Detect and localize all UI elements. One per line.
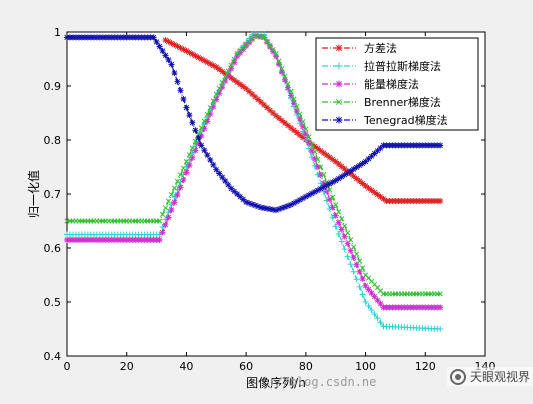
legend-item: Tenegrad梯度法 <box>322 113 448 127</box>
x-tick-label: 40 <box>179 360 193 373</box>
x-tick-label: 80 <box>299 360 313 373</box>
x-tick-label: 120 <box>415 360 436 373</box>
y-tick-label: 0.5 <box>44 296 62 309</box>
x-tick-label: 100 <box>355 360 376 373</box>
x-tick-label: 20 <box>120 360 134 373</box>
series-markers <box>64 34 444 214</box>
legend-item: 方差法 <box>322 41 397 55</box>
legend-label: 方差法 <box>364 41 397 55</box>
series-3 <box>64 32 444 311</box>
eye-logo-icon <box>450 368 466 385</box>
legend-item: 能量梯度法 <box>322 77 419 91</box>
y-tick-label: 0.7 <box>44 188 62 201</box>
y-tick-label: 0.8 <box>44 134 62 147</box>
legend-box <box>315 37 479 131</box>
x-tick-label: 0 <box>64 360 71 373</box>
y-tick-label: 0.4 <box>44 350 62 363</box>
legend-item: Brenner梯度法 <box>322 95 441 109</box>
legend-label: Tenegrad梯度法 <box>363 113 448 127</box>
series-5 <box>64 34 444 214</box>
source-logo: 天眼观视界 <box>447 367 533 386</box>
watermark-text: ://blog.csdn.ne <box>268 375 377 389</box>
legend-label: 能量梯度法 <box>364 77 419 91</box>
x-axis-label: 图像序列/n <box>246 375 306 390</box>
y-tick-label: 0.9 <box>44 80 62 93</box>
legend-item: 拉普拉斯梯度法 <box>322 59 441 73</box>
series-4 <box>64 33 443 297</box>
legend-label: Brenner梯度法 <box>364 95 441 109</box>
x-tick-label: 60 <box>239 360 253 373</box>
y-tick-label: 0.6 <box>44 242 62 255</box>
source-logo-text: 天眼观视界 <box>470 370 531 384</box>
legend-label: 拉普拉斯梯度法 <box>364 59 441 73</box>
y-axis-label: 归一化值 <box>26 170 41 218</box>
series-markers <box>64 32 444 311</box>
y-tick-label: 1 <box>54 26 61 39</box>
series-markers <box>64 33 443 297</box>
